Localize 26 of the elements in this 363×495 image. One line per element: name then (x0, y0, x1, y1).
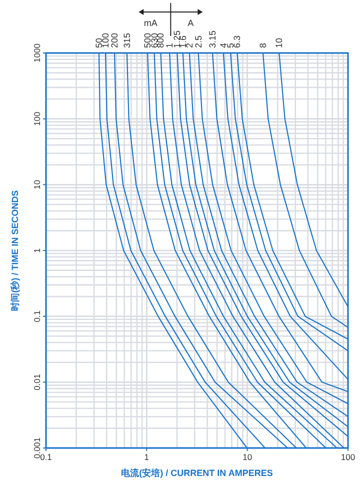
text: 800 (156, 32, 166, 48)
x-tick-label: 1 (144, 452, 150, 462)
x-axis-title: 电流(安培) / CURRENT IN AMPERES (121, 468, 273, 478)
text: 4 (218, 42, 228, 48)
text: 6.3 (232, 35, 242, 48)
text: 8 (258, 42, 268, 48)
text: 100 (100, 32, 110, 48)
text: mA (144, 18, 158, 28)
text: 1 (164, 42, 175, 48)
text: 2.5 (193, 35, 204, 48)
text: 3.15 (208, 30, 218, 48)
x-tick-label: 10 (242, 452, 252, 462)
y-tick-label: 0.1 (32, 310, 42, 322)
y-tick-label: 1000 (32, 43, 42, 62)
text: 315 (122, 32, 132, 48)
y-tick-label: 10 (32, 180, 42, 190)
x-tick-label: 100 (340, 452, 356, 462)
y-axis-title: 时间(秒) / TIME IN SECONDS (10, 190, 20, 311)
text: 10 (274, 38, 284, 48)
y-tick-label: 1 (32, 248, 42, 253)
text: A (188, 18, 194, 28)
y-tick-label: 0.001 (32, 437, 42, 459)
text: 200 (109, 32, 120, 48)
y-tick-label: 0.01 (32, 374, 42, 390)
y-tick-label: 100 (32, 111, 42, 126)
x-tick-label: 0.1 (40, 452, 52, 462)
